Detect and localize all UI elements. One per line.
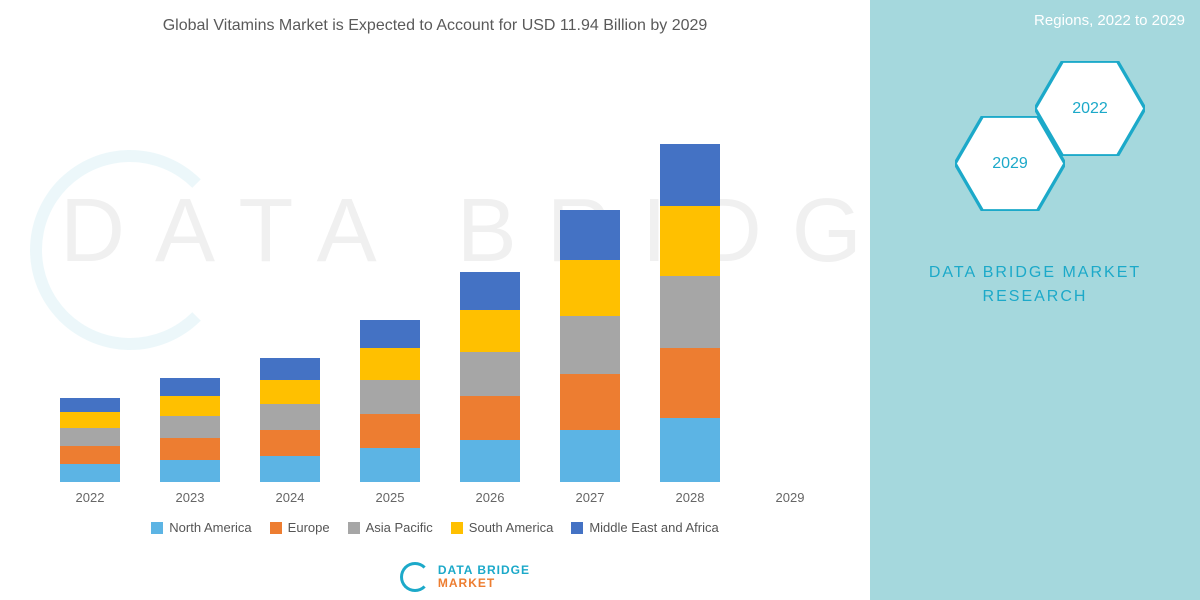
legend-item-asia-pacific: Asia Pacific — [348, 520, 433, 535]
hex-front: 2029 — [955, 116, 1065, 211]
segment-asia-pacific — [160, 416, 220, 438]
segment-europe — [60, 446, 120, 464]
main-container: DATA BRIDGE Global Vitamins Market is Ex… — [0, 0, 1200, 600]
segment-middle-east-and-africa — [560, 210, 620, 260]
legend-label: North America — [169, 520, 251, 535]
segment-europe — [160, 438, 220, 460]
legend: North America Europe Asia Pacific South Ame… — [20, 520, 850, 535]
segment-south-america — [260, 380, 320, 404]
segment-north-america — [160, 460, 220, 482]
legend-label: Asia Pacific — [366, 520, 433, 535]
footer-logo-line2: MARKET — [438, 576, 495, 590]
side-panel: Regions, 2022 to 2029 2022 2029 DATA BRI… — [870, 0, 1200, 600]
x-label-2028: 2028 — [660, 490, 720, 505]
x-label-2023: 2023 — [160, 490, 220, 505]
legend-swatch — [270, 522, 282, 534]
hex-container: 2022 2029 — [885, 61, 1185, 241]
segment-north-america — [360, 448, 420, 482]
legend-swatch — [348, 522, 360, 534]
legend-label: Europe — [288, 520, 330, 535]
bar-2023 — [160, 378, 220, 482]
legend-label: South America — [469, 520, 554, 535]
legend-swatch — [151, 522, 163, 534]
hex-front-label: 2029 — [992, 155, 1028, 173]
segment-asia-pacific — [660, 276, 720, 348]
bar-2024 — [260, 358, 320, 482]
segment-asia-pacific — [60, 428, 120, 446]
x-label-2029: 2029 — [760, 490, 820, 505]
chart-title: Global Vitamins Market is Expected to Ac… — [20, 10, 850, 42]
segment-asia-pacific — [260, 404, 320, 430]
chart-section: DATA BRIDGE Global Vitamins Market is Ex… — [0, 0, 870, 600]
legend-swatch — [451, 522, 463, 534]
segment-north-america — [660, 418, 720, 482]
segment-middle-east-and-africa — [60, 398, 120, 412]
segment-south-america — [460, 310, 520, 352]
segment-europe — [560, 374, 620, 430]
segment-south-america — [160, 396, 220, 416]
segment-south-america — [360, 348, 420, 380]
segment-south-america — [660, 206, 720, 276]
segment-middle-east-and-africa — [260, 358, 320, 380]
segment-north-america — [560, 430, 620, 482]
footer-logo-text: DATA BRIDGE MARKET — [438, 564, 530, 590]
brand-line1: DATA BRIDGE MARKET — [929, 264, 1141, 281]
segment-europe — [260, 430, 320, 456]
x-label-2024: 2024 — [260, 490, 320, 505]
brand-text: DATA BRIDGE MARKET RESEARCH — [885, 261, 1185, 309]
bar-2025 — [360, 320, 420, 482]
segment-asia-pacific — [560, 316, 620, 374]
bar-2022 — [60, 398, 120, 482]
footer-logo-line1: DATA BRIDGE — [438, 563, 530, 577]
segment-middle-east-and-africa — [460, 272, 520, 310]
legend-item-south-america: South America — [451, 520, 554, 535]
segment-south-america — [60, 412, 120, 428]
brand-line2: RESEARCH — [983, 288, 1088, 305]
bar-2027 — [560, 210, 620, 482]
x-label-2027: 2027 — [560, 490, 620, 505]
x-label-2026: 2026 — [460, 490, 520, 505]
footer-logo-icon — [400, 562, 430, 592]
segment-europe — [360, 414, 420, 448]
x-label-2022: 2022 — [60, 490, 120, 505]
legend-item-europe: Europe — [270, 520, 330, 535]
segment-north-america — [60, 464, 120, 482]
segment-north-america — [460, 440, 520, 482]
footer-logo: DATA BRIDGE MARKET — [400, 562, 530, 592]
x-label-2025: 2025 — [360, 490, 420, 505]
hex-back-label: 2022 — [1072, 100, 1108, 118]
bar-2026 — [460, 272, 520, 482]
segment-europe — [660, 348, 720, 418]
legend-item-north-america: North America — [151, 520, 251, 535]
x-axis-labels: 2022 2023 2024 2025 2026 2027 2028 2029 — [30, 482, 850, 512]
bar-2028 — [660, 144, 720, 482]
segment-middle-east-and-africa — [360, 320, 420, 348]
legend-swatch — [571, 522, 583, 534]
legend-item-middle-east-and-africa: Middle East and Africa — [571, 520, 718, 535]
segment-europe — [460, 396, 520, 440]
segment-middle-east-and-africa — [160, 378, 220, 396]
segment-south-america — [560, 260, 620, 316]
side-title: Regions, 2022 to 2029 — [885, 10, 1185, 31]
legend-label: Middle East and Africa — [589, 520, 718, 535]
segment-asia-pacific — [460, 352, 520, 396]
segment-north-america — [260, 456, 320, 482]
segment-asia-pacific — [360, 380, 420, 414]
plot-area — [30, 62, 850, 482]
segment-middle-east-and-africa — [660, 144, 720, 206]
